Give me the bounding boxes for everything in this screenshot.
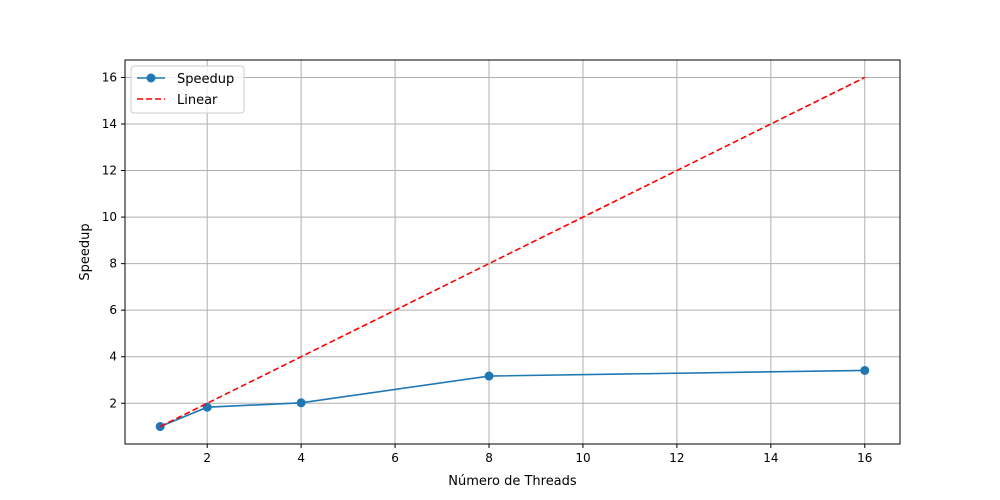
legend: Speedup Linear bbox=[130, 65, 245, 114]
y-tick-label: 14 bbox=[102, 117, 117, 131]
series bbox=[155, 76, 870, 432]
y-tick-label: 16 bbox=[102, 70, 117, 84]
data-point-speedup bbox=[860, 365, 870, 375]
y-axis-ticks: 2 4 6 8 10 12 14 16 bbox=[102, 70, 125, 410]
legend-marker-speedup bbox=[146, 73, 156, 83]
x-tick-label: 16 bbox=[857, 451, 872, 465]
x-tick-label: 4 bbox=[297, 451, 305, 465]
series-line-linear bbox=[159, 76, 866, 428]
y-tick-label: 2 bbox=[109, 396, 117, 410]
y-axis-label: Speedup bbox=[78, 223, 93, 280]
plot-frame bbox=[124, 59, 901, 445]
x-tick-label: 10 bbox=[575, 451, 590, 465]
y-tick-label: 6 bbox=[109, 303, 117, 317]
y-tick-label: 10 bbox=[102, 210, 117, 224]
x-tick-label: 6 bbox=[391, 451, 399, 465]
x-axis-ticks: 2 4 6 8 10 12 14 16 bbox=[203, 444, 872, 465]
y-tick-label: 8 bbox=[109, 257, 117, 271]
grid bbox=[125, 60, 900, 444]
data-point-speedup bbox=[296, 398, 306, 408]
series-line-speedup bbox=[159, 369, 865, 428]
legend-label-speedup: Speedup bbox=[177, 72, 234, 87]
x-tick-label: 8 bbox=[485, 451, 493, 465]
y-tick-label: 12 bbox=[102, 164, 117, 178]
x-tick-label: 14 bbox=[763, 451, 778, 465]
y-tick-label: 4 bbox=[109, 350, 117, 364]
data-point-speedup bbox=[484, 371, 494, 381]
x-axis-label: Número de Threads bbox=[448, 474, 577, 489]
x-tick-label: 12 bbox=[669, 451, 684, 465]
legend-label-linear: Linear bbox=[177, 93, 218, 108]
x-tick-label: 2 bbox=[203, 451, 211, 465]
